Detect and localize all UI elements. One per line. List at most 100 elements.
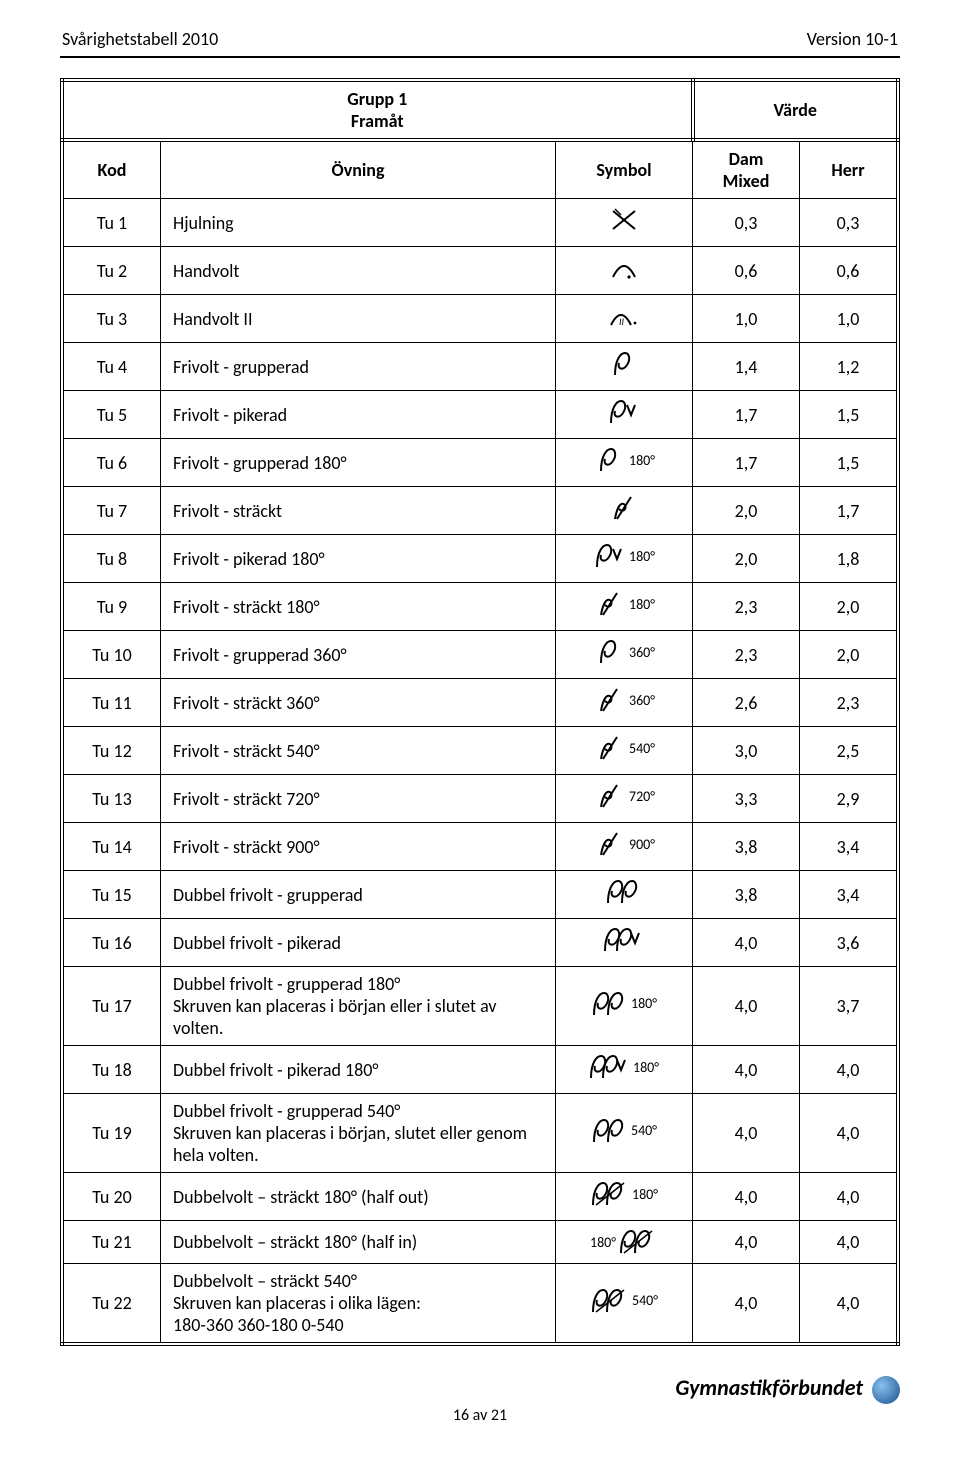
cell-herr: 1,2 <box>800 343 899 391</box>
cell-dam: 2,0 <box>693 535 800 583</box>
arcii-icon: II <box>607 301 641 331</box>
cell-herr: 3,4 <box>800 871 899 919</box>
cell-kod: Tu 11 <box>62 679 161 727</box>
dloopslash-icon <box>590 1179 630 1209</box>
cell-kod: Tu 21 <box>62 1221 161 1264</box>
cell-kod: Tu 20 <box>62 1173 161 1221</box>
symbol-degree: 900° <box>629 836 655 853</box>
cell-dam: 3,3 <box>693 775 800 823</box>
cell-dam: 4,0 <box>693 967 800 1046</box>
loop-icon <box>607 349 641 379</box>
cell-ovning: Frivolt - sträckt 900° <box>161 823 556 871</box>
symbol-degree: 540° <box>631 1122 657 1139</box>
cell-ovning: Frivolt - grupperad 180° <box>161 439 556 487</box>
slashloop-icon <box>593 685 627 715</box>
cell-symbol: 360° <box>556 679 693 727</box>
cell-ovning: Frivolt - sträckt 540° <box>161 727 556 775</box>
dloopslash-icon <box>590 1286 630 1316</box>
cell-dam: 2,3 <box>693 583 800 631</box>
symbol-degree: 180° <box>633 1059 659 1076</box>
cell-ovning: Frivolt - pikerad 180° <box>161 535 556 583</box>
cell-symbol: II <box>556 295 693 343</box>
arcdot-icon <box>607 253 641 283</box>
cell-symbol <box>556 487 693 535</box>
cell-herr: 0,6 <box>800 247 899 295</box>
cell-dam: 3,8 <box>693 871 800 919</box>
cell-kod: Tu 14 <box>62 823 161 871</box>
loopV-icon <box>593 541 627 571</box>
symbol-degree-pre: 180° <box>590 1234 616 1251</box>
col-dam: Dam Mixed <box>693 140 800 199</box>
slashloop-icon <box>607 493 641 523</box>
header-rule <box>60 56 900 58</box>
cell-kod: Tu 4 <box>62 343 161 391</box>
cell-herr: 4,0 <box>800 1046 899 1094</box>
cell-herr: 1,0 <box>800 295 899 343</box>
table-row: Tu 13Frivolt - sträckt 720°720°3,32,9 <box>62 775 898 823</box>
cell-symbol: 540° <box>556 727 693 775</box>
cell-ovning: Dubbel frivolt - grupperad <box>161 871 556 919</box>
loop-icon <box>593 637 627 667</box>
cell-symbol <box>556 343 693 391</box>
slashloop-icon <box>593 589 627 619</box>
cell-herr: 2,5 <box>800 727 899 775</box>
cell-dam: 4,0 <box>693 1264 800 1345</box>
cell-kod: Tu 22 <box>62 1264 161 1345</box>
table-row: Tu 15Dubbel frivolt - grupperad3,83,4 <box>62 871 898 919</box>
cell-kod: Tu 13 <box>62 775 161 823</box>
cell-herr: 3,6 <box>800 919 899 967</box>
cell-herr: 1,5 <box>800 391 899 439</box>
symbol-degree: 180° <box>629 452 655 469</box>
cell-dam: 1,7 <box>693 439 800 487</box>
symbol-degree: 540° <box>632 1292 658 1309</box>
cell-ovning: Frivolt - sträckt <box>161 487 556 535</box>
cell-ovning: Frivolt - sträckt 180° <box>161 583 556 631</box>
col-kod: Kod <box>62 140 161 199</box>
dloop-icon <box>591 989 629 1019</box>
table-row: Tu 1Hjulning0,30,3 <box>62 199 898 247</box>
cell-symbol: 180° <box>556 1173 693 1221</box>
logo-ball-icon <box>872 1376 900 1404</box>
symbol-degree: 180° <box>629 596 655 613</box>
table-row: Tu 2Handvolt0,60,6 <box>62 247 898 295</box>
table-row: Tu 21Dubbelvolt – sträckt 180° (half in)… <box>62 1221 898 1264</box>
cell-dam: 2,0 <box>693 487 800 535</box>
cell-dam: 3,0 <box>693 727 800 775</box>
column-header-row: Kod Övning Symbol Dam Mixed Herr <box>62 140 898 199</box>
cell-kod: Tu 12 <box>62 727 161 775</box>
cell-ovning: Frivolt - pikerad <box>161 391 556 439</box>
cell-symbol <box>556 871 693 919</box>
cell-symbol: 360° <box>556 631 693 679</box>
table-row: Tu 10Frivolt - grupperad 360°360°2,32,0 <box>62 631 898 679</box>
cell-symbol: 900° <box>556 823 693 871</box>
cell-symbol: 180° <box>556 535 693 583</box>
cartwheel-icon <box>607 205 641 235</box>
cell-dam: 3,8 <box>693 823 800 871</box>
cell-herr: 2,0 <box>800 583 899 631</box>
cell-herr: 4,0 <box>800 1264 899 1345</box>
dloopslash-icon <box>618 1227 658 1257</box>
cell-ovning: Dubbelvolt – sträckt 180° (half out) <box>161 1173 556 1221</box>
col-symbol: Symbol <box>556 140 693 199</box>
value-title: Värde <box>693 80 899 140</box>
cell-herr: 2,0 <box>800 631 899 679</box>
header-left: Svårighetstabell 2010 <box>62 28 218 50</box>
cell-symbol <box>556 247 693 295</box>
cell-symbol <box>556 919 693 967</box>
cell-herr: 3,4 <box>800 823 899 871</box>
table-row: Tu 12Frivolt - sträckt 540°540°3,02,5 <box>62 727 898 775</box>
cell-herr: 4,0 <box>800 1221 899 1264</box>
page-header: Svårighetstabell 2010 Version 10-1 <box>60 28 900 50</box>
cell-dam: 1,7 <box>693 391 800 439</box>
cell-kod: Tu 1 <box>62 199 161 247</box>
dloopV-icon <box>589 1052 631 1082</box>
cell-kod: Tu 5 <box>62 391 161 439</box>
cell-ovning: Dubbel frivolt - grupperad 540° Skruven … <box>161 1094 556 1173</box>
symbol-degree: 360° <box>629 644 655 661</box>
table-row: Tu 7Frivolt - sträckt2,01,7 <box>62 487 898 535</box>
page-number: 16 av 21 <box>60 1406 900 1425</box>
header-right: Version 10-1 <box>807 28 898 50</box>
footer-brand: Gymnastikförbundet <box>60 1374 900 1404</box>
cell-ovning: Dubbel frivolt - pikerad <box>161 919 556 967</box>
dloopV-icon <box>603 925 645 955</box>
